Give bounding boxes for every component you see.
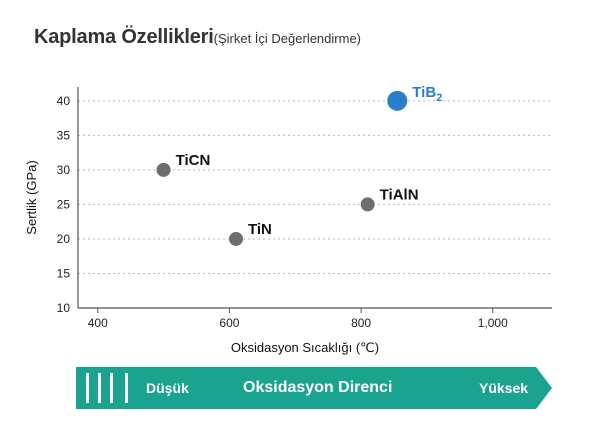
data-label: TiCN <box>176 152 211 169</box>
y-axis-label: Sertlik (GPa) <box>24 160 39 234</box>
band-stripe <box>86 373 89 403</box>
y-tick-label: 25 <box>57 197 71 211</box>
band-low-label: Düşük <box>146 380 189 396</box>
data-point-tib <box>387 90 408 111</box>
y-tick-labels: 10 15 20 25 30 35 40 <box>57 94 71 315</box>
data-label: TiN <box>248 221 272 238</box>
y-tick-label: 10 <box>57 301 71 315</box>
band-shape <box>76 367 552 409</box>
x-tick-labels: 400 600 800 1,000 <box>88 308 508 330</box>
x-tick-label: 600 <box>219 316 239 330</box>
band-stripe <box>110 373 113 403</box>
y-tick-label: 15 <box>57 266 71 280</box>
grid-lines <box>78 100 552 274</box>
band-stripe <box>125 373 128 403</box>
y-tick-label: 20 <box>57 232 71 246</box>
x-tick-label: 1,000 <box>478 316 508 330</box>
band-high-label: Yüksek <box>479 380 529 396</box>
x-axis-label: Oksidasyon Sıcaklığı (℃) <box>231 340 379 355</box>
band-arrow <box>76 367 552 409</box>
x-tick-label: 800 <box>351 316 371 330</box>
band-title: Oksidasyon Direnci <box>243 379 393 396</box>
x-tick-label: 400 <box>88 316 108 330</box>
data-point-tin <box>229 231 243 246</box>
data-point-ticn <box>156 162 171 177</box>
chart-title: Kaplama Özellikleri(Şirket İçi Değerlend… <box>34 26 361 49</box>
y-tick-label: 30 <box>57 163 71 177</box>
data-point-tialn <box>360 197 375 212</box>
data-label: TiAlN <box>380 186 419 203</box>
y-tick-label: 35 <box>57 128 71 142</box>
oxidation-resistance-band: Düşük Oksidasyon Direnci Yüksek <box>76 367 552 409</box>
chart-title-main: Kaplama Özellikleri <box>34 26 214 48</box>
y-tick-label: 40 <box>57 94 71 108</box>
data-points: TiCN TiN TiAlN TiB2 <box>156 84 442 246</box>
data-label: TiB2 <box>412 84 442 104</box>
chart-subtitle: (Şirket İçi Değerlendirme) <box>213 31 361 46</box>
band-stripe <box>98 373 101 403</box>
